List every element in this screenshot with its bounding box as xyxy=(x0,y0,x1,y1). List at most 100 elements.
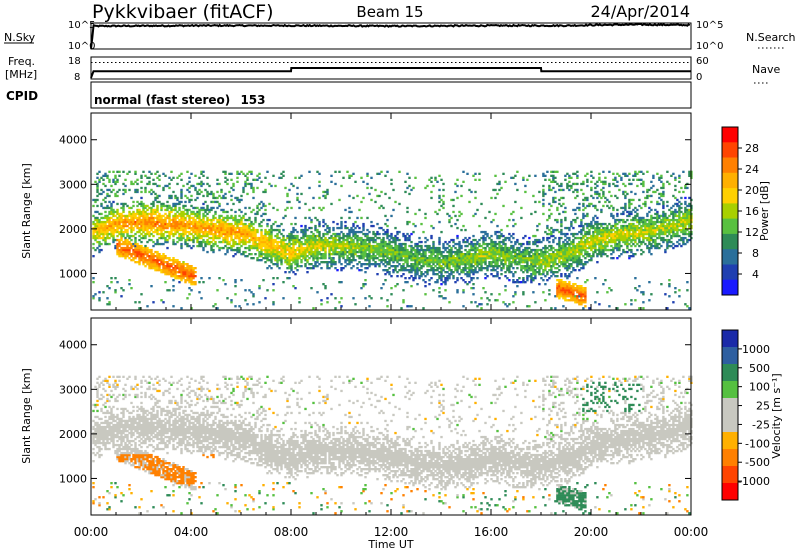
power-cell xyxy=(484,242,487,246)
power-cell xyxy=(302,257,305,260)
power-cell xyxy=(520,267,523,270)
power-cell xyxy=(330,236,333,240)
power-cell xyxy=(274,184,277,188)
power-cell xyxy=(220,230,223,234)
power-cell xyxy=(168,234,171,238)
power-cell xyxy=(582,198,585,202)
power-cell xyxy=(332,257,335,260)
cpid-label: CPID xyxy=(6,89,38,103)
power-cell xyxy=(496,265,499,268)
power-cell xyxy=(442,257,445,260)
power-cell xyxy=(440,267,443,270)
power-cell xyxy=(286,236,289,240)
power-cell xyxy=(538,238,541,242)
power-cell xyxy=(408,192,411,196)
power-cell xyxy=(126,204,129,208)
power-cell xyxy=(224,238,227,242)
station-title: Pykkvibaer (fitACF) xyxy=(92,1,274,23)
power-cell xyxy=(484,257,487,260)
power-cell xyxy=(552,261,555,264)
power-cell xyxy=(198,224,201,228)
power-cell xyxy=(220,224,223,228)
power-cell xyxy=(152,230,155,234)
power-cell xyxy=(382,232,385,236)
power-cell xyxy=(114,222,117,226)
power-cell xyxy=(222,238,225,242)
power-cell xyxy=(366,216,369,220)
power-cell xyxy=(206,190,209,194)
power-cell xyxy=(290,238,293,242)
power-cell xyxy=(554,196,557,200)
power-cell xyxy=(232,184,235,188)
power-cell xyxy=(158,200,161,204)
power-cell xyxy=(346,263,349,266)
power-cell xyxy=(386,248,389,252)
power-cell xyxy=(106,303,109,306)
power-cell xyxy=(200,226,203,230)
power-cell xyxy=(468,188,471,192)
power-cell xyxy=(490,240,493,244)
power-cell xyxy=(576,265,579,268)
power-cell xyxy=(542,184,545,188)
power-cell xyxy=(256,259,259,262)
power-cell xyxy=(442,188,445,192)
power-cell xyxy=(420,265,423,268)
power-cell xyxy=(420,248,423,252)
power-cell xyxy=(472,269,475,272)
power-cell xyxy=(228,246,231,250)
power-cell xyxy=(504,261,507,264)
power-cell xyxy=(420,267,423,270)
power-cell xyxy=(180,216,183,220)
power-cell xyxy=(532,248,535,252)
power-cell xyxy=(386,253,389,256)
power-cell xyxy=(448,263,451,266)
power-cell xyxy=(558,184,561,188)
power-cell xyxy=(526,248,529,252)
power-cell xyxy=(280,222,283,226)
power-cell xyxy=(98,220,101,224)
power-cell xyxy=(498,242,501,246)
power-cell xyxy=(266,289,269,292)
power-cell xyxy=(310,242,313,246)
power-cell xyxy=(94,228,97,232)
power-cell xyxy=(452,275,455,278)
power-cell xyxy=(500,273,503,276)
power-cell xyxy=(238,220,241,224)
power-cell xyxy=(534,242,537,246)
power-cell xyxy=(252,303,255,306)
power-cell xyxy=(342,255,345,258)
power-cell xyxy=(186,263,189,266)
power-cell xyxy=(318,244,321,248)
power-cell xyxy=(560,281,563,284)
power-cell xyxy=(174,206,177,210)
power-cell xyxy=(234,196,237,200)
power-cell xyxy=(324,287,327,290)
power-cell xyxy=(380,248,383,252)
power-cell xyxy=(194,226,197,230)
power-cell xyxy=(328,236,331,240)
power-cell xyxy=(132,204,135,208)
power-cell xyxy=(534,301,537,304)
power-cell xyxy=(252,230,255,234)
power-cell xyxy=(322,238,325,242)
power-cell xyxy=(476,255,479,258)
power-cell xyxy=(436,273,439,276)
power-cell xyxy=(410,265,413,268)
power-cell xyxy=(224,176,227,180)
power-cell xyxy=(212,248,215,252)
power-cell xyxy=(132,212,135,216)
power-cell xyxy=(116,244,119,248)
power-cell xyxy=(352,250,355,254)
power-cell xyxy=(526,178,529,182)
power-cell xyxy=(522,293,525,296)
power-cell xyxy=(524,267,527,270)
power-cell xyxy=(522,255,525,258)
power-cell xyxy=(300,246,303,250)
power-cell xyxy=(286,194,289,198)
power-cell xyxy=(326,297,329,300)
power-cell xyxy=(272,222,275,226)
power-cell xyxy=(180,194,183,198)
power-cell xyxy=(504,303,507,306)
power-cell xyxy=(152,190,155,194)
power-cell xyxy=(130,244,133,248)
